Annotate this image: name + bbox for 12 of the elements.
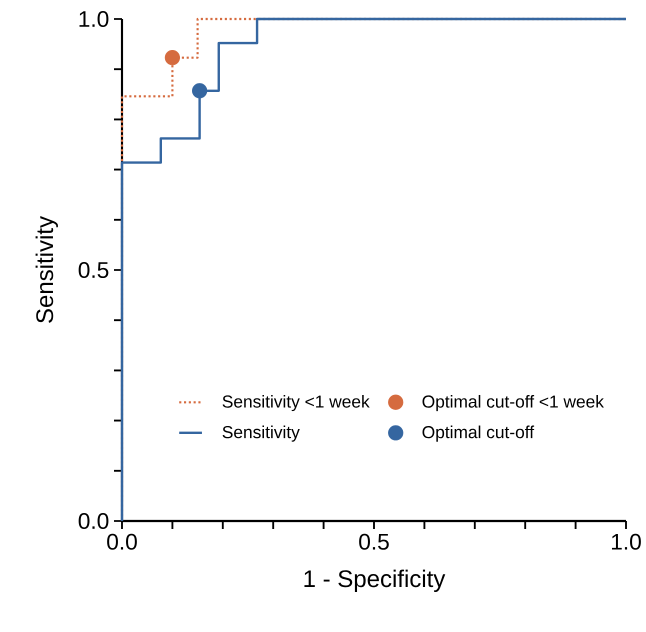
legend-label: Optimal cut-off <1 week bbox=[422, 394, 604, 412]
x-tick-label: 0.5 bbox=[359, 534, 389, 550]
y-axis-title: Sensitivity bbox=[36, 216, 58, 323]
y-tick-label: 0.0 bbox=[78, 512, 108, 530]
x-tick-label: 0.0 bbox=[107, 534, 137, 550]
y-tick-label: 1.0 bbox=[80, 10, 108, 28]
legend-label: Sensitivity <1 week bbox=[222, 394, 370, 412]
x-tick-label: 1.0 bbox=[612, 534, 641, 550]
legend-label: Sensitivity bbox=[222, 426, 300, 442]
legend-label: Optimal cut-off bbox=[422, 426, 534, 442]
x-axis-title: 1 - Specificity bbox=[304, 570, 446, 592]
y-tick-label: 0.5 bbox=[78, 262, 108, 278]
